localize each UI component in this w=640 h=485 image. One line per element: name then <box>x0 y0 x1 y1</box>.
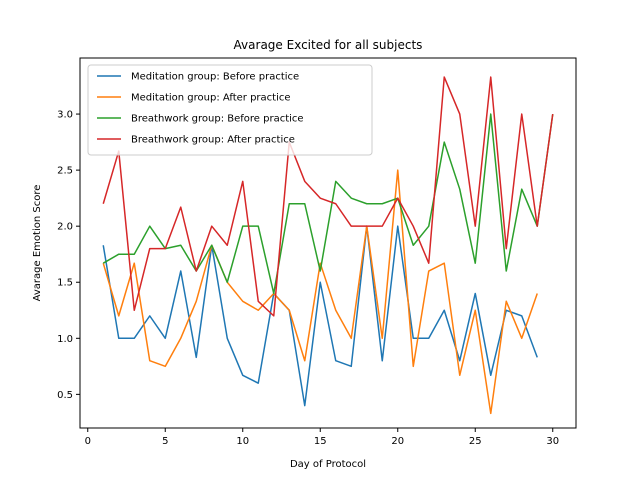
x-axis-ticks: 0 5 10 15 20 25 30 <box>85 428 559 447</box>
x-tick-label: 0 <box>85 436 91 447</box>
series-line-4 <box>102 76 554 317</box>
y-tick-label: 0.5 <box>57 390 73 401</box>
x-tick-label: 20 <box>391 436 404 447</box>
legend-box <box>87 64 373 156</box>
chart-title: Avarage Excited for all subjects <box>234 38 423 52</box>
y-tick-label: 1.0 <box>57 334 73 345</box>
legend-label: Breathwork group: After practice <box>131 135 295 146</box>
series-line-3 <box>102 113 554 295</box>
y-tick-label: 2.0 <box>57 222 73 233</box>
plot-frame <box>79 57 577 429</box>
series-line-2 <box>102 169 538 415</box>
y-axis-ticks: 0.5 1.0 1.5 2.0 2.5 3.0 <box>57 110 80 401</box>
legend: Meditation group: Before practice Meditat… <box>87 64 373 156</box>
legend-label: Breathwork group: Before practice <box>131 114 304 125</box>
x-tick-label: 10 <box>236 436 249 447</box>
y-tick-label: 2.5 <box>57 166 73 177</box>
y-tick-label: 1.5 <box>57 278 73 289</box>
series-line-1 <box>102 225 538 407</box>
y-tick-label: 3.0 <box>57 110 73 121</box>
x-tick-label: 25 <box>469 436 482 447</box>
legend-label: Meditation group: After practice <box>131 93 291 104</box>
legend-label: Meditation group: Before practice <box>131 72 299 83</box>
x-axis-label: Day of Protocol <box>290 459 366 470</box>
x-tick-label: 5 <box>162 436 168 447</box>
x-tick-label: 15 <box>314 436 327 447</box>
series-layer <box>102 76 554 415</box>
x-tick-label: 30 <box>546 436 559 447</box>
y-axis-label: Avarage Emotion Score <box>32 185 43 302</box>
